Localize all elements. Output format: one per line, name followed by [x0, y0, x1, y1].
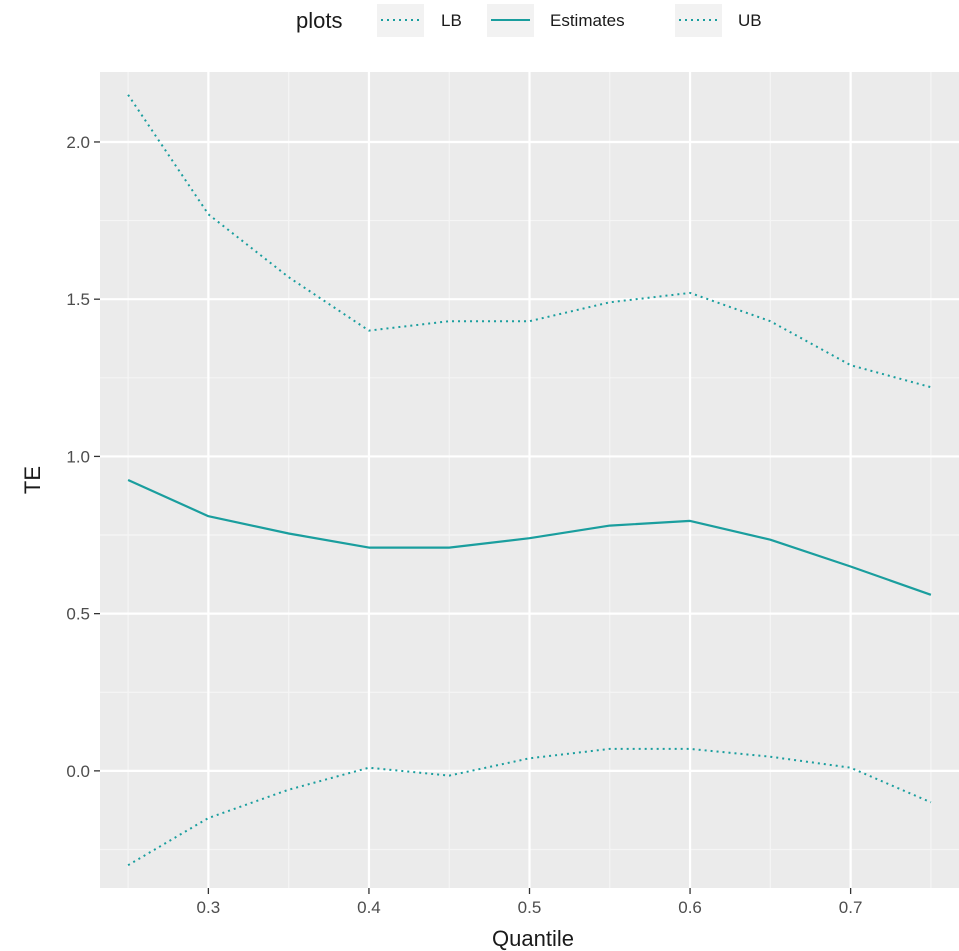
y-tick-label: 1.5 [66, 290, 90, 309]
x-tick-label: 0.3 [197, 898, 221, 917]
y-tick-label: 0.5 [66, 605, 90, 624]
legend-label-ub: UB [738, 11, 762, 30]
y-axis: 0.0 0.5 1.0 1.5 2.0 [66, 133, 100, 781]
x-tick-label: 0.7 [839, 898, 863, 917]
x-axis: 0.3 0.4 0.5 0.6 0.7 [197, 888, 863, 917]
legend-label-estimates: Estimates [550, 11, 625, 30]
legend-label-lb: LB [441, 11, 462, 30]
x-tick-label: 0.6 [678, 898, 702, 917]
series-line-ub [127, 94, 932, 389]
major-gridlines [100, 72, 959, 888]
x-axis-title: Quantile [492, 926, 574, 951]
y-tick-label: 2.0 [66, 133, 90, 152]
minor-gridlines [100, 72, 959, 888]
y-tick-label: 1.0 [66, 447, 90, 466]
legend: plots LB Estimates UB [296, 4, 762, 37]
series-line-estimates [127, 478, 932, 596]
y-tick-label: 0.0 [66, 762, 90, 781]
legend-title: plots [296, 8, 342, 33]
x-tick-label: 0.4 [357, 898, 381, 917]
y-axis-title: TE [20, 466, 45, 494]
x-tick-label: 0.5 [518, 898, 542, 917]
series-layer [127, 94, 932, 867]
